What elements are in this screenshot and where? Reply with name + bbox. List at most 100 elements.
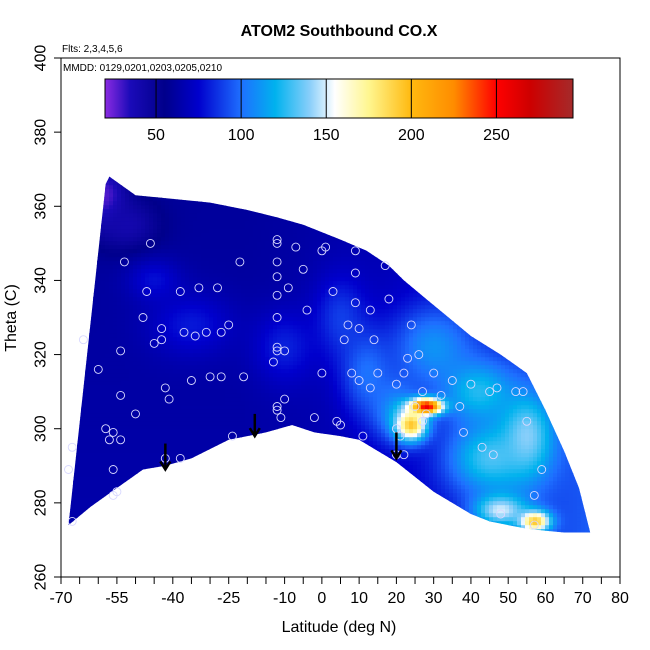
heatmap-cell xyxy=(109,237,114,242)
heatmap-cell xyxy=(217,393,222,398)
heatmap-cell xyxy=(113,405,118,410)
heatmap-cell xyxy=(229,217,234,222)
heatmap-cell xyxy=(237,469,242,474)
heatmap-cell xyxy=(69,317,74,322)
heatmap-cell xyxy=(249,381,254,386)
heatmap-cell xyxy=(68,477,70,482)
heatmap-cell xyxy=(101,445,106,450)
heatmap-cell xyxy=(85,193,90,198)
heatmap-cell xyxy=(105,309,110,314)
heatmap-cell xyxy=(177,325,182,330)
heatmap-cell xyxy=(189,265,194,270)
heatmap-cell xyxy=(69,213,74,218)
heatmap-cell xyxy=(97,197,102,202)
heatmap-cell xyxy=(261,237,266,242)
heatmap-cell xyxy=(249,441,254,446)
heatmap-cell xyxy=(261,253,266,258)
heatmap-cell xyxy=(169,289,174,294)
heatmap-cell xyxy=(217,417,222,422)
heatmap-cell xyxy=(157,501,162,506)
heatmap-cell xyxy=(105,485,110,490)
heatmap-cell xyxy=(157,385,162,390)
heatmap-cell xyxy=(109,317,114,322)
heatmap-cell xyxy=(217,297,222,302)
heatmap-cell xyxy=(253,277,258,282)
heatmap-cell xyxy=(125,537,130,542)
heatmap-cell xyxy=(265,445,270,450)
heatmap-cell xyxy=(85,285,90,290)
heatmap-cell xyxy=(113,305,118,310)
heatmap-cell xyxy=(69,525,74,530)
heatmap-cell xyxy=(69,345,74,350)
heatmap-cell xyxy=(221,477,226,482)
heatmap-cell xyxy=(97,521,102,526)
heatmap-cell xyxy=(213,533,218,538)
heatmap-cell xyxy=(169,221,174,226)
heatmap-cell xyxy=(257,353,262,358)
heatmap-cell xyxy=(105,513,110,518)
heatmap-cell xyxy=(69,325,74,330)
heatmap-cell xyxy=(133,257,138,262)
heatmap-cell xyxy=(197,429,202,434)
heatmap-cell xyxy=(205,393,210,398)
heatmap-cell xyxy=(173,181,178,186)
heatmap-cell xyxy=(173,205,178,210)
heatmap-cell xyxy=(205,473,210,478)
heatmap-cell xyxy=(185,385,190,390)
heatmap-cell xyxy=(69,225,74,230)
heatmap-cell xyxy=(137,481,142,486)
heatmap-cell xyxy=(225,301,230,306)
heatmap-cell xyxy=(85,513,90,518)
heatmap-cell xyxy=(201,221,206,226)
heatmap-cell xyxy=(68,225,70,230)
heatmap-cell xyxy=(89,289,94,294)
heatmap-cell xyxy=(68,293,70,298)
heatmap-cell xyxy=(205,433,210,438)
heatmap-cell xyxy=(193,389,198,394)
heatmap-cell xyxy=(253,477,258,482)
heatmap-cell xyxy=(129,517,134,522)
heatmap-cell xyxy=(141,497,146,502)
heatmap-cell xyxy=(141,485,146,490)
heatmap-cell xyxy=(261,505,266,510)
heatmap-cell xyxy=(241,445,246,450)
heatmap-cell xyxy=(201,169,206,174)
heatmap-cell xyxy=(225,197,230,202)
heatmap-cell xyxy=(177,253,182,258)
heatmap-cell xyxy=(81,245,86,250)
heatmap-cell xyxy=(225,257,230,262)
heatmap-cell xyxy=(209,357,214,362)
heatmap-cell xyxy=(149,461,154,466)
heatmap-cell xyxy=(201,353,206,358)
heatmap-cell xyxy=(113,185,118,190)
heatmap-cell xyxy=(233,441,238,446)
heatmap-cell xyxy=(133,253,138,258)
heatmap-cell xyxy=(105,301,110,306)
heatmap-cell xyxy=(109,217,114,222)
heatmap-cell xyxy=(197,529,202,533)
heatmap-cell xyxy=(109,465,114,470)
heatmap-cell xyxy=(81,176,86,178)
heatmap-cell xyxy=(173,393,178,398)
heatmap-cell xyxy=(68,177,70,182)
heatmap-cell xyxy=(213,241,218,246)
heatmap-cell xyxy=(68,193,70,198)
heatmap-cell xyxy=(241,365,246,370)
heatmap-cell xyxy=(85,385,90,390)
heatmap-cell xyxy=(177,305,182,310)
heatmap-cell xyxy=(233,453,238,458)
heatmap-cell xyxy=(133,385,138,390)
heatmap-cell xyxy=(161,281,166,286)
heatmap-cell xyxy=(173,273,178,278)
heatmap-cell xyxy=(129,241,134,246)
heatmap-cell xyxy=(145,369,150,374)
heatmap-cell xyxy=(225,325,230,330)
heatmap-cell xyxy=(269,513,274,518)
heatmap-cell xyxy=(101,209,106,214)
heatmap-cell xyxy=(161,169,166,174)
heatmap-cell xyxy=(68,221,70,226)
heatmap-cell xyxy=(177,337,182,342)
heatmap-cell xyxy=(77,253,82,258)
heatmap-cell xyxy=(85,281,90,286)
heatmap-cell xyxy=(77,305,82,310)
